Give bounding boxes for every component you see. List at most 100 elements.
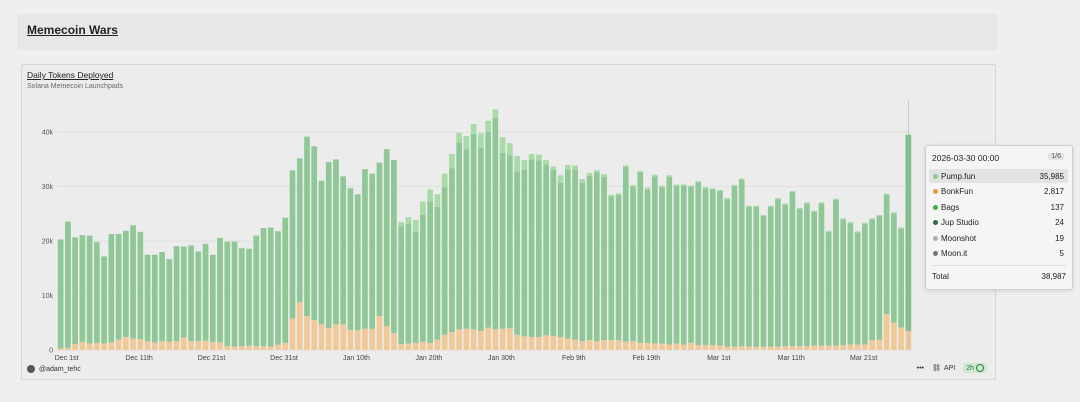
bar-segment[interactable] xyxy=(101,256,107,344)
bar-segment[interactable] xyxy=(789,191,796,193)
bar-segment[interactable] xyxy=(478,148,484,331)
bar-segment[interactable] xyxy=(166,259,173,342)
bar-segment[interactable] xyxy=(746,346,752,350)
tooltip-row[interactable]: Moonshot 19 xyxy=(929,231,1068,245)
bar-segment[interactable] xyxy=(311,146,318,321)
bar-segment[interactable] xyxy=(630,185,636,187)
bar-segment[interactable] xyxy=(702,187,709,189)
bar-segment[interactable] xyxy=(746,205,752,207)
bar-segment[interactable] xyxy=(543,159,549,165)
bar-segment[interactable] xyxy=(427,342,433,350)
bar-segment[interactable] xyxy=(72,344,78,350)
bar-segment[interactable] xyxy=(775,346,781,350)
bar-segment[interactable] xyxy=(514,334,520,350)
bar-segment[interactable] xyxy=(333,324,339,350)
bar-segment[interactable] xyxy=(804,346,810,350)
bar-segment[interactable] xyxy=(94,242,100,343)
page-title[interactable]: Memecoin Wars xyxy=(27,23,118,37)
bar-segment[interactable] xyxy=(499,328,506,350)
bar-segment[interactable] xyxy=(420,341,426,350)
bar-segment[interactable] xyxy=(854,344,861,350)
bar-segment[interactable] xyxy=(796,208,803,347)
bar-segment[interactable] xyxy=(811,211,818,346)
bar-segment[interactable] xyxy=(565,164,571,170)
bar-segment[interactable] xyxy=(688,185,694,187)
bar-segment[interactable] xyxy=(108,234,115,343)
bar-segment[interactable] xyxy=(282,217,289,343)
bar-segment[interactable] xyxy=(724,198,731,200)
bar-segment[interactable] xyxy=(434,194,441,207)
bar-segment[interactable] xyxy=(753,206,760,347)
bar-segment[interactable] xyxy=(521,336,528,350)
bar-segment[interactable] xyxy=(441,173,448,188)
bar-segment[interactable] xyxy=(427,201,433,343)
bar-segment[interactable] xyxy=(666,344,673,350)
bar-segment[interactable] xyxy=(869,218,875,220)
bar-segment[interactable] xyxy=(318,324,325,350)
bar-segment[interactable] xyxy=(420,201,426,215)
bar-segment[interactable] xyxy=(724,199,731,347)
bar-segment[interactable] xyxy=(876,339,883,350)
bar-segment[interactable] xyxy=(521,159,528,170)
bar-segment[interactable] xyxy=(144,254,151,342)
bar-segment[interactable] xyxy=(521,169,528,337)
bar-segment[interactable] xyxy=(246,345,252,350)
author[interactable]: @adam_tehc xyxy=(27,365,81,373)
bar-segment[interactable] xyxy=(637,172,644,343)
bar-segment[interactable] xyxy=(847,223,854,345)
bar-segment[interactable] xyxy=(854,232,861,345)
bar-segment[interactable] xyxy=(449,168,455,333)
bar-segment[interactable] xyxy=(362,169,368,329)
bar-segment[interactable] xyxy=(738,178,745,180)
bar-segment[interactable] xyxy=(463,328,470,350)
bar-segment[interactable] xyxy=(405,343,412,350)
bar-segment[interactable] xyxy=(101,343,107,350)
bar-segment[interactable] xyxy=(492,329,499,350)
refresh-badge[interactable]: 2h xyxy=(963,363,987,373)
bar-segment[interactable] xyxy=(130,225,136,339)
bar-segment[interactable] xyxy=(536,154,542,161)
bar-segment[interactable] xyxy=(695,345,702,350)
bar-segment[interactable] xyxy=(528,154,535,160)
bar-segment[interactable] xyxy=(615,340,622,350)
bar-segment[interactable] xyxy=(702,188,709,346)
bar-segment[interactable] xyxy=(115,339,122,350)
bar-segment[interactable] xyxy=(651,343,658,350)
bar-segment[interactable] xyxy=(485,120,491,132)
bar-segment[interactable] xyxy=(818,203,825,346)
bar-segment[interactable] xyxy=(550,166,557,170)
bar-segment[interactable] xyxy=(717,345,723,350)
bar-segment[interactable] xyxy=(550,169,557,336)
bar-segment[interactable] xyxy=(717,191,723,346)
bar-segment[interactable] xyxy=(108,342,115,350)
bar-segment[interactable] xyxy=(644,342,651,350)
bar-segment[interactable] xyxy=(883,314,890,350)
bar-segment[interactable] xyxy=(65,347,71,350)
bar-segment[interactable] xyxy=(789,192,796,347)
bar-segment[interactable] xyxy=(173,341,180,350)
bar-segment[interactable] xyxy=(246,248,252,346)
bar-segment[interactable] xyxy=(825,230,832,232)
bar-segment[interactable] xyxy=(202,243,209,341)
bar-segment[interactable] xyxy=(217,342,223,350)
bar-segment[interactable] xyxy=(709,188,716,190)
bar-segment[interactable] xyxy=(760,346,767,350)
bar-segment[interactable] xyxy=(738,346,745,350)
bar-segment[interactable] xyxy=(782,204,789,347)
bar-segment[interactable] xyxy=(608,196,615,341)
bar-segment[interactable] xyxy=(615,193,622,195)
bar-segment[interactable] xyxy=(485,327,491,350)
bar-segment[interactable] xyxy=(622,341,629,350)
bar-segment[interactable] xyxy=(463,149,470,329)
bar-segment[interactable] xyxy=(586,173,593,176)
bar-segment[interactable] xyxy=(601,174,607,177)
bar-segment[interactable] xyxy=(833,345,839,350)
bar-segment[interactable] xyxy=(883,194,890,315)
bar-segment[interactable] xyxy=(579,182,586,342)
bar-segment[interactable] xyxy=(680,344,687,350)
bar-segment[interactable] xyxy=(862,222,868,224)
bar-segment[interactable] xyxy=(224,346,231,350)
bar-segment[interactable] xyxy=(123,230,129,337)
bar-segment[interactable] xyxy=(144,341,151,350)
bar-segment[interactable] xyxy=(507,143,513,156)
